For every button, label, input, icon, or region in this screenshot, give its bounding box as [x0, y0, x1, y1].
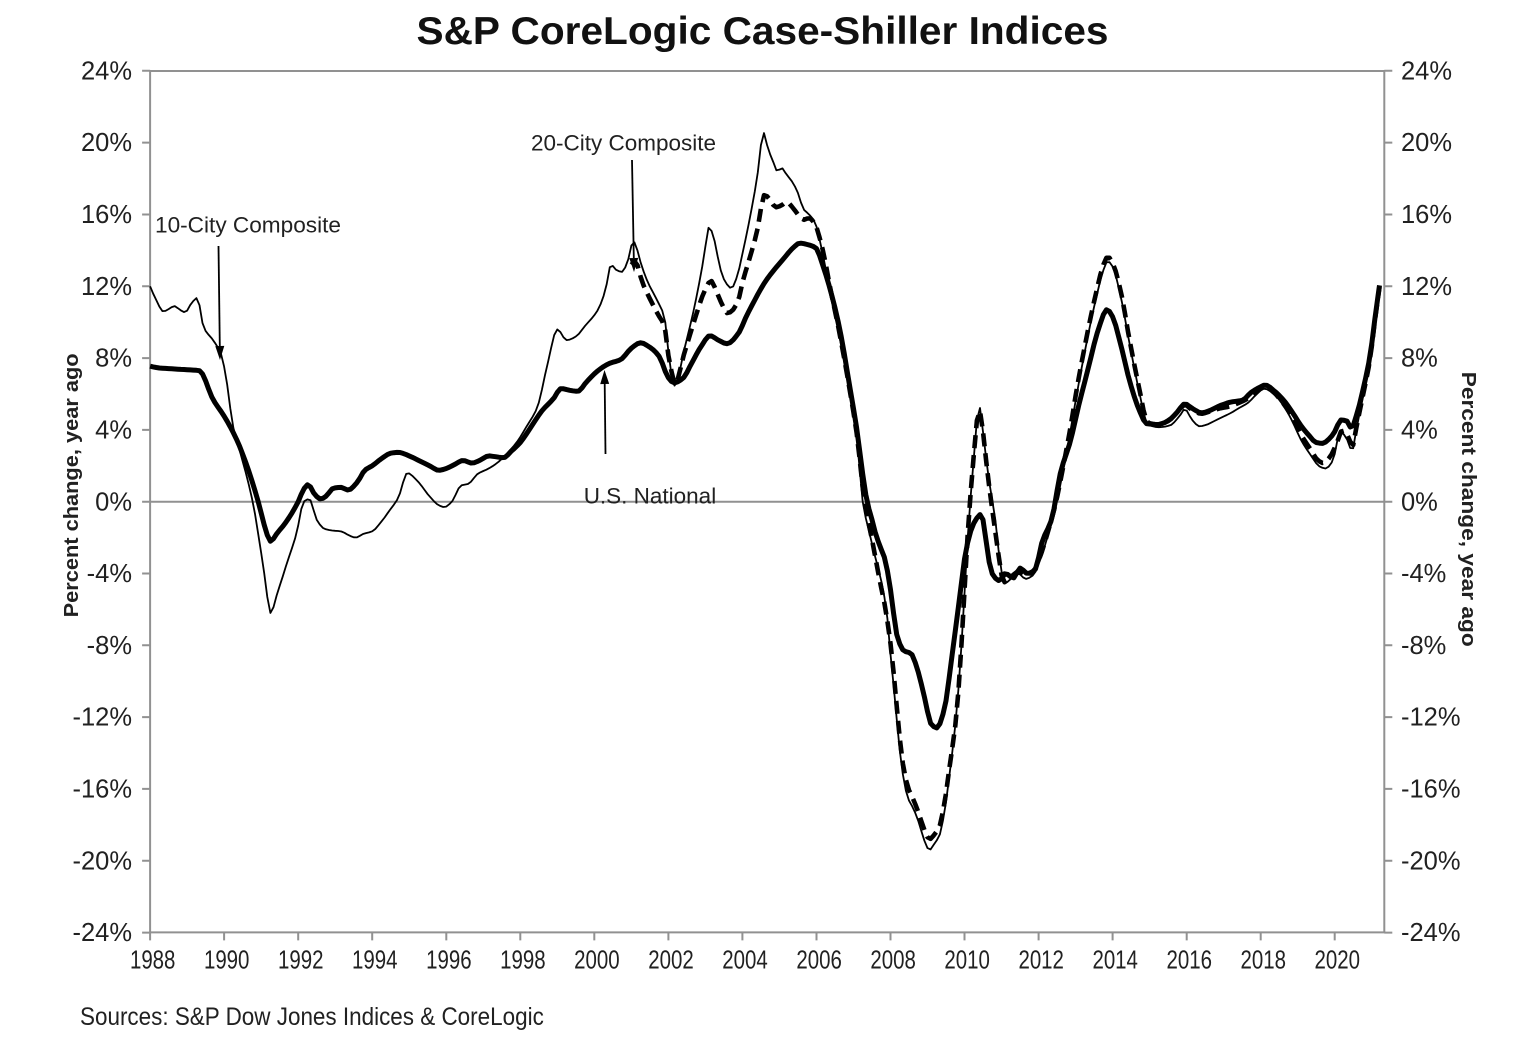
svg-text:1994: 1994: [352, 947, 398, 975]
svg-text:20%: 20%: [81, 129, 132, 157]
svg-text:-16%: -16%: [72, 776, 132, 804]
svg-text:16%: 16%: [1401, 201, 1452, 229]
svg-text:4%: 4%: [95, 417, 132, 445]
svg-text:2006: 2006: [796, 947, 842, 975]
svg-text:-20%: -20%: [1401, 847, 1461, 875]
svg-text:8%: 8%: [1401, 345, 1438, 373]
svg-text:2014: 2014: [1092, 947, 1138, 975]
svg-text:24%: 24%: [81, 57, 132, 85]
svg-text:2016: 2016: [1167, 947, 1213, 975]
svg-text:2012: 2012: [1018, 947, 1064, 975]
svg-text:-20%: -20%: [72, 847, 132, 875]
svg-text:20-City Composite: 20-City Composite: [531, 130, 716, 155]
svg-text:24%: 24%: [1401, 57, 1452, 85]
svg-text:Percent change, year ago: Percent change, year ago: [60, 353, 83, 617]
svg-text:-4%: -4%: [1401, 560, 1446, 588]
svg-text:-16%: -16%: [1401, 776, 1461, 804]
svg-text:1998: 1998: [500, 947, 546, 975]
svg-text:20%: 20%: [1401, 129, 1452, 157]
svg-text:-8%: -8%: [1401, 632, 1446, 660]
svg-text:U.S. National: U.S. National: [584, 484, 717, 509]
svg-text:1988: 1988: [130, 947, 176, 975]
svg-text:2008: 2008: [870, 947, 916, 975]
svg-text:10-City Composite: 10-City Composite: [155, 213, 341, 238]
svg-text:2020: 2020: [1315, 947, 1361, 975]
svg-text:-8%: -8%: [87, 632, 132, 660]
svg-text:-4%: -4%: [87, 560, 132, 588]
svg-text:S&P CoreLogic Case-Shiller Ind: S&P CoreLogic Case-Shiller Indices: [417, 10, 1109, 53]
svg-text:1992: 1992: [278, 947, 324, 975]
svg-text:16%: 16%: [81, 201, 132, 229]
svg-text:2002: 2002: [648, 947, 694, 975]
svg-text:12%: 12%: [81, 273, 132, 301]
svg-text:12%: 12%: [1401, 273, 1452, 301]
svg-text:-12%: -12%: [72, 704, 132, 732]
svg-text:-24%: -24%: [72, 919, 132, 947]
svg-text:0%: 0%: [95, 488, 132, 516]
svg-text:2000: 2000: [574, 947, 620, 975]
svg-text:4%: 4%: [1401, 417, 1438, 445]
svg-text:-12%: -12%: [1401, 704, 1461, 732]
svg-text:1990: 1990: [204, 947, 250, 975]
svg-text:Percent change, year ago: Percent change, year ago: [1457, 372, 1480, 647]
svg-text:-24%: -24%: [1401, 919, 1461, 947]
svg-text:2010: 2010: [944, 947, 990, 975]
svg-text:8%: 8%: [95, 345, 132, 373]
svg-text:1996: 1996: [426, 947, 472, 975]
svg-text:0%: 0%: [1401, 488, 1438, 516]
svg-text:2004: 2004: [722, 947, 768, 975]
svg-text:Sources: S&P Dow Jones Indices: Sources: S&P Dow Jones Indices & CoreLog…: [80, 1003, 544, 1031]
svg-text:2018: 2018: [1241, 947, 1287, 975]
